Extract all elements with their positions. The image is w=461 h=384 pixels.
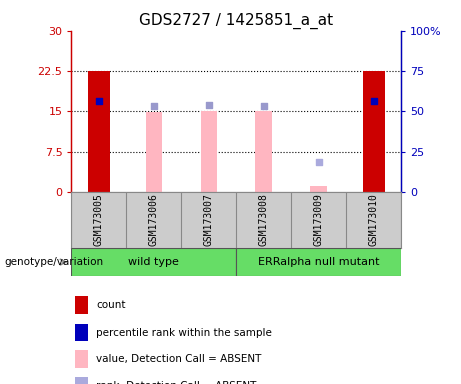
Bar [310,185,327,192]
Text: GSM173009: GSM173009 [313,194,324,246]
Text: rank, Detection Call = ABSENT: rank, Detection Call = ABSENT [96,381,257,384]
Bar [236,248,401,276]
Bar [71,248,236,276]
Text: ERRalpha null mutant: ERRalpha null mutant [258,257,379,267]
Text: percentile rank within the sample: percentile rank within the sample [96,328,272,338]
Bar [75,377,88,384]
Text: genotype/variation: genotype/variation [5,257,104,267]
Text: GSM173007: GSM173007 [204,194,214,246]
Bar [75,351,88,368]
Text: GSM173008: GSM173008 [259,194,269,246]
Bar [255,111,272,192]
Bar [146,113,162,192]
Bar [75,324,88,341]
Text: GSM173006: GSM173006 [149,194,159,246]
Bar [88,71,110,192]
Point [95,98,103,104]
Point [370,98,377,104]
Bar [363,71,384,192]
Text: GSM173010: GSM173010 [369,194,378,246]
Point [150,103,158,109]
Bar [75,296,88,313]
Title: GDS2727 / 1425851_a_at: GDS2727 / 1425851_a_at [139,13,333,29]
Point [315,159,322,166]
Point [260,103,267,109]
Text: count: count [96,300,126,310]
Point [205,102,213,108]
Text: wild type: wild type [129,257,179,267]
Text: value, Detection Call = ABSENT: value, Detection Call = ABSENT [96,354,261,364]
Bar [201,111,217,192]
Text: GSM173005: GSM173005 [94,194,104,246]
